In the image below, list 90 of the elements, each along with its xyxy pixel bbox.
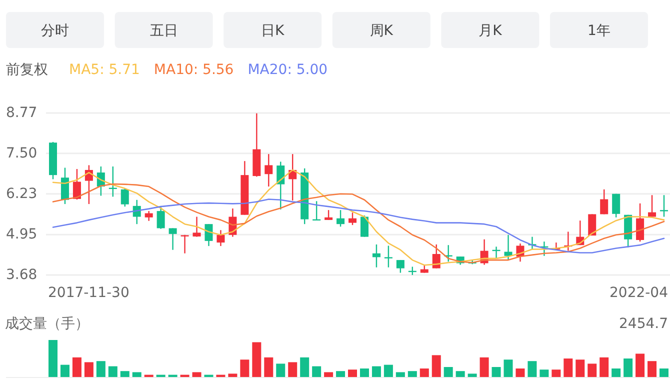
- candlestick: [348, 212, 357, 226]
- bar: [384, 364, 393, 377]
- bar: [48, 340, 58, 377]
- bar: [516, 368, 525, 377]
- bar: [120, 371, 130, 377]
- bar: [108, 366, 118, 377]
- candlestick: [660, 194, 668, 218]
- bar: [564, 358, 573, 377]
- bar: [132, 372, 142, 377]
- bar: [288, 362, 298, 377]
- candlestick: [276, 161, 285, 210]
- text: MA20: 5.00: [248, 62, 328, 78]
- candlestick: [600, 188, 608, 215]
- candlestick: [636, 202, 644, 242]
- text: 2022-04: [610, 285, 668, 301]
- tab: 1年: [550, 12, 648, 48]
- candlestick: [72, 168, 81, 200]
- bar: [576, 360, 585, 377]
- bar: [60, 364, 70, 377]
- candlestick: [180, 234, 189, 254]
- candlestick: [216, 230, 225, 247]
- bar: [540, 370, 549, 377]
- candlestick: [168, 228, 177, 250]
- bar: [528, 361, 537, 377]
- bar: [444, 367, 453, 377]
- candlestick: [612, 193, 620, 218]
- bar: [480, 357, 489, 377]
- bar: [600, 357, 609, 377]
- bar: [468, 374, 477, 377]
- candlestick: [360, 214, 368, 238]
- candlestick: [432, 244, 440, 269]
- candlestick: [120, 188, 129, 208]
- bar: [432, 355, 441, 377]
- text: 2454.7: [619, 316, 668, 332]
- bar: [648, 361, 657, 377]
- y-tick-label: 6.23: [6, 186, 38, 202]
- bar: [348, 370, 358, 377]
- chart-title: 成交量（手）: [5, 316, 89, 332]
- chart-subtitle: 前复权: [6, 62, 48, 78]
- y-tick-label: 8.77: [6, 105, 38, 121]
- candlestick: [324, 209, 333, 221]
- candlestick: [648, 194, 656, 218]
- bar: [300, 357, 310, 377]
- bar: [660, 368, 668, 377]
- bar: [492, 367, 501, 377]
- candlestick: [384, 245, 392, 268]
- text: 2017-11-30: [48, 285, 130, 301]
- bar: [636, 354, 645, 377]
- y-tick-label: 7.50: [6, 145, 38, 162]
- bar: [312, 366, 322, 377]
- text: MA5: 5.71: [69, 62, 140, 78]
- tab: 五日: [114, 12, 213, 48]
- bar: [96, 361, 106, 377]
- candlestick: [396, 259, 404, 274]
- bar: [192, 372, 202, 377]
- tab: 月K: [441, 12, 540, 48]
- tab: 日K: [224, 12, 322, 48]
- bar: [264, 357, 274, 377]
- bar: [456, 371, 465, 377]
- candlestick: [336, 209, 345, 228]
- text: MA10: 5.56: [154, 62, 234, 78]
- bar: [360, 368, 369, 377]
- bar: [624, 358, 633, 377]
- bar: [324, 372, 334, 377]
- bar: [396, 372, 405, 377]
- bar: [408, 371, 417, 377]
- bar: [276, 364, 286, 377]
- bar: [72, 357, 82, 377]
- candlestick: [204, 223, 213, 247]
- candlestick: [144, 210, 153, 222]
- bar: [552, 370, 561, 377]
- bar: [612, 368, 621, 377]
- bar: [84, 362, 94, 377]
- candlestick: [156, 205, 165, 230]
- bar: [504, 360, 513, 377]
- candlestick: [192, 216, 201, 238]
- tab: 分时: [6, 12, 104, 48]
- bar: [252, 342, 262, 377]
- y-tick-label: 4.95: [6, 226, 38, 243]
- bar: [588, 364, 597, 377]
- bar: [228, 374, 238, 377]
- bar: [336, 371, 346, 377]
- y-tick-label: 3.68: [6, 267, 38, 283]
- bar: [240, 360, 250, 377]
- tab: 周K: [332, 12, 430, 48]
- bar: [372, 366, 381, 377]
- line-series: [52, 198, 665, 254]
- candlestick: [372, 244, 380, 268]
- bar: [420, 368, 429, 377]
- candlestick: [264, 153, 273, 188]
